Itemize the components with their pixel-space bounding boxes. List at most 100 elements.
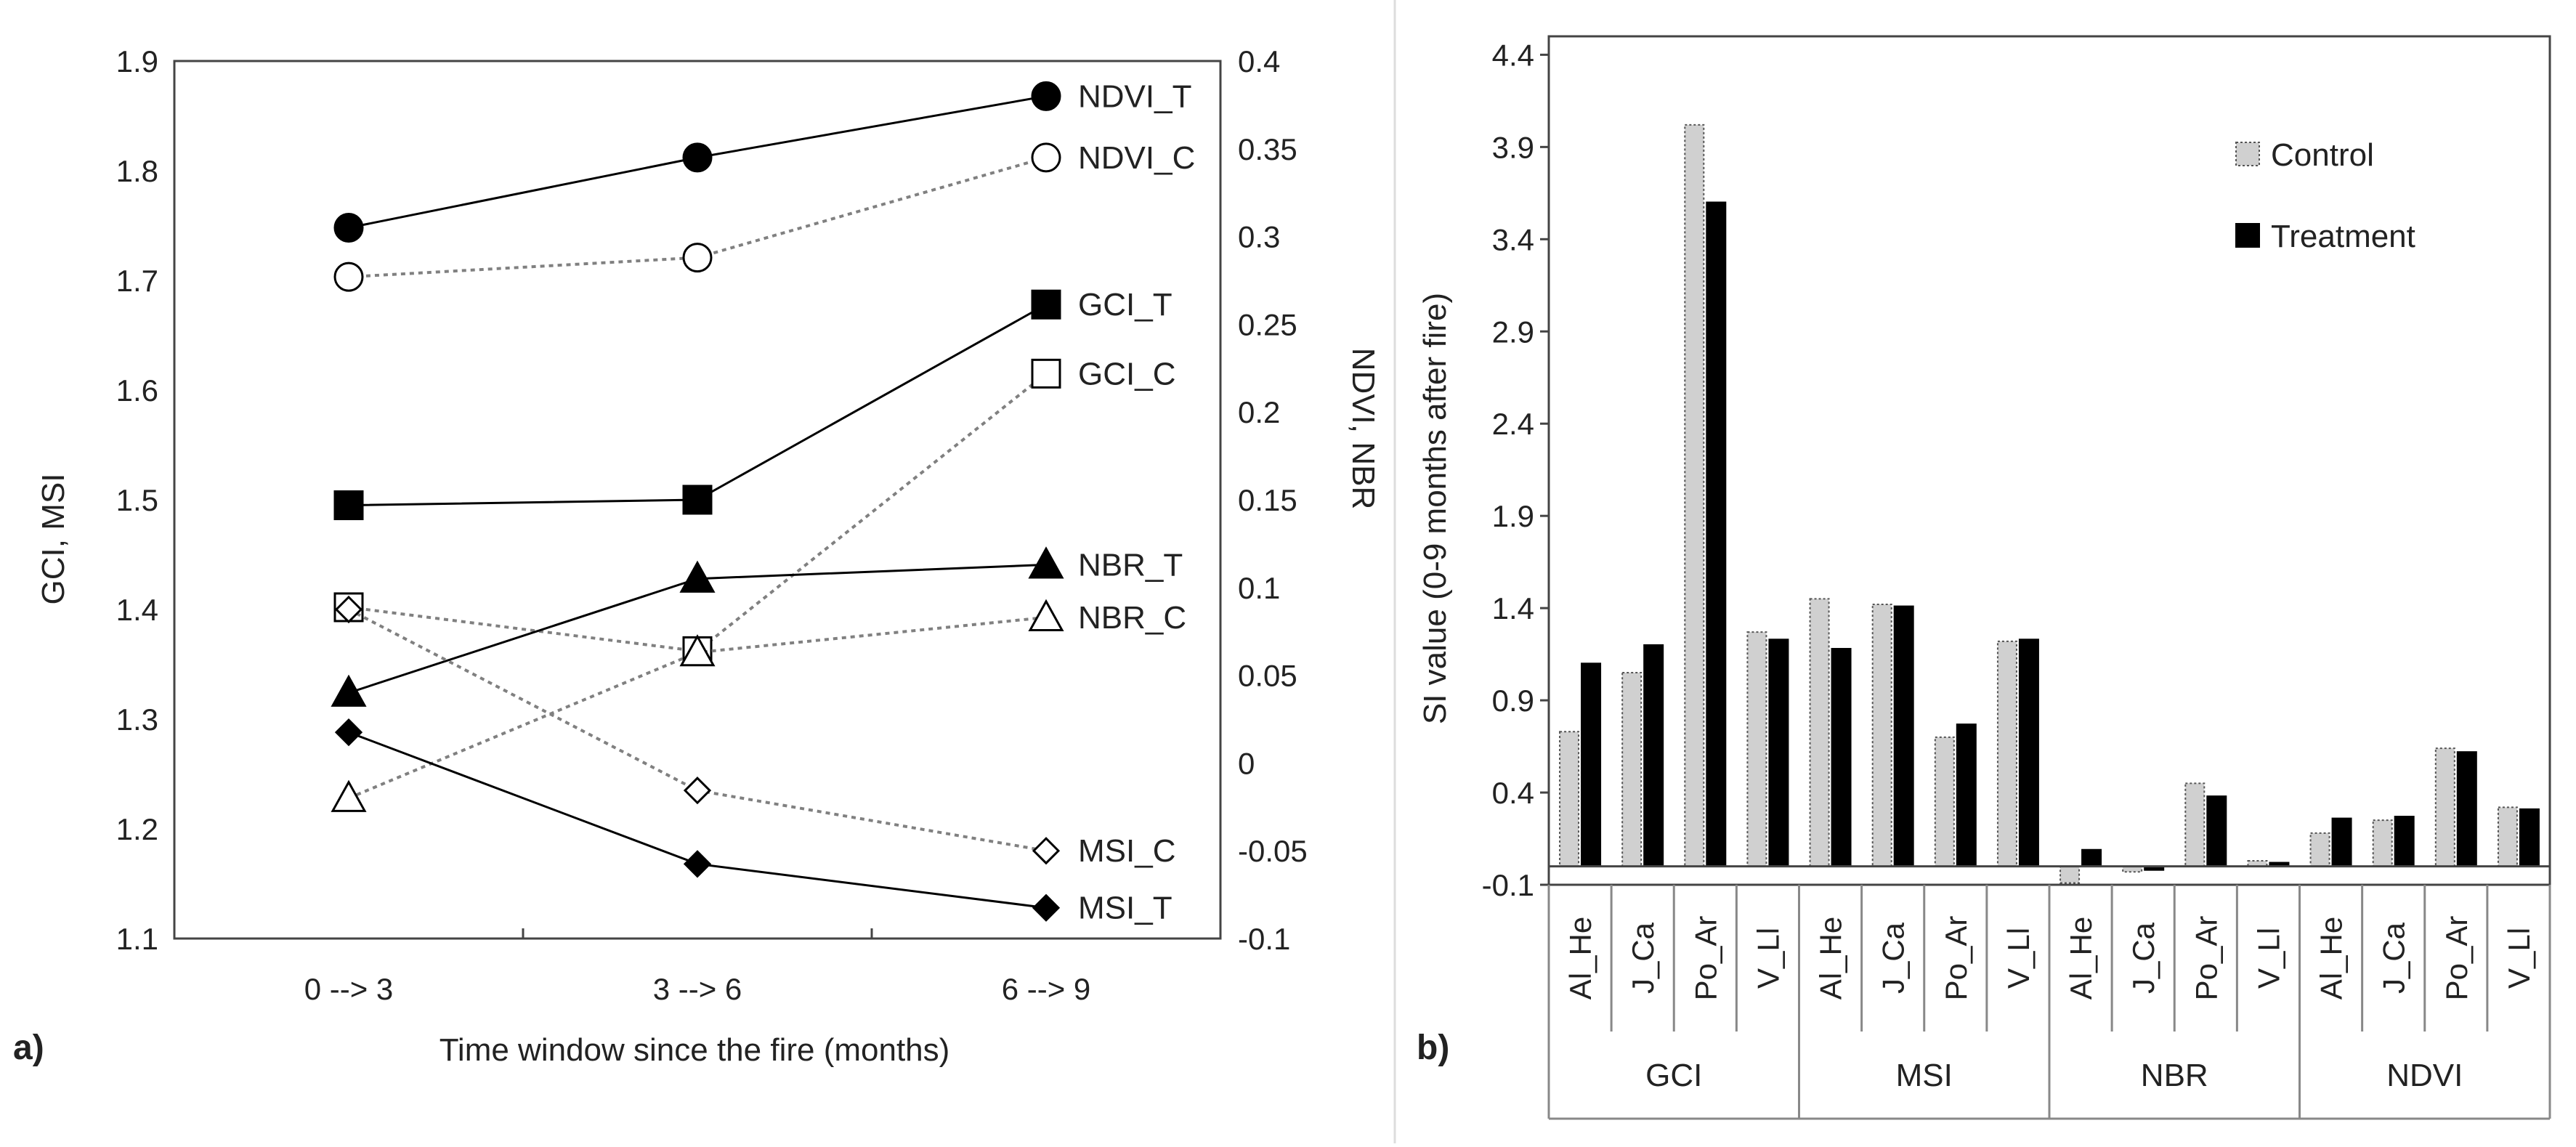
category-label-po-ar: Po_Ar <box>2189 916 2223 1001</box>
data-point-ndvi-t <box>333 213 364 243</box>
series-label-ndvi-t: NDVI_T <box>1078 78 1191 114</box>
bar-treatment <box>2331 817 2352 867</box>
bar-treatment <box>1831 647 1852 867</box>
series-label-nbr-c: NBR_C <box>1078 600 1186 636</box>
legend-item-treatment: Treatment <box>2235 219 2415 254</box>
right-y-tick-label: 0.05 <box>1238 659 1297 693</box>
left-y-tick-label: 1.6 <box>116 373 158 408</box>
category-label-v-ll: V_Ll <box>2251 928 2285 989</box>
right-y-tick-label: -0.05 <box>1238 834 1308 868</box>
data-point-ndvi-c <box>1031 142 1061 173</box>
series-ndvi-t: NDVI_T <box>333 78 1191 243</box>
bar-control <box>1809 598 1830 867</box>
legend-label-treatment: Treatment <box>2271 219 2415 254</box>
series-ndvi-c: NDVI_C <box>333 140 1195 292</box>
left-y-tick-label: 1.5 <box>116 483 158 517</box>
bar-control <box>2059 865 2081 884</box>
data-point-nbr-c <box>1028 599 1064 631</box>
bar-control <box>2434 747 2455 867</box>
data-point-ndvi-c <box>333 262 364 292</box>
y-tick-label: 1.4 <box>1492 591 1534 625</box>
data-point-ndvi-c <box>682 243 713 273</box>
panel-b-label: b) <box>1417 1029 1449 1067</box>
panel-a-right-axis-title: NDVI, NBR <box>1345 348 1381 509</box>
legend-swatch-treatment <box>2235 223 2260 248</box>
right-y-tick-label: 0.15 <box>1238 483 1297 517</box>
category-label-j-ca: J_Ca <box>1876 922 1911 994</box>
right-y-tick-label: 0.4 <box>1238 44 1280 78</box>
category-label-al-he: Al_He <box>1563 917 1597 1000</box>
category-label-j-ca: J_Ca <box>2126 922 2160 994</box>
data-point-gci-t <box>682 485 713 515</box>
group-label-nbr: NBR <box>2141 1058 2208 1093</box>
panel-b-bar-chart: -0.1 0.4 0.9 1.4 1.9 2.4 2.9 3.4 3.9 4.4 Al_He J_Ca… <box>1482 35 2551 1120</box>
category-label-v-ll: V_Ll <box>2001 928 2036 989</box>
bar-treatment <box>2018 639 2039 867</box>
category-label-j-ca: J_Ca <box>1626 922 1660 994</box>
data-point-nbr-t <box>331 674 367 707</box>
x-tick-label: 0 --> 3 <box>304 972 394 1006</box>
category-label-al-he: Al_He <box>2314 917 2349 1000</box>
bar-control <box>1746 631 1767 867</box>
bar-control <box>2372 819 2393 867</box>
right-y-tick-label: 0.1 <box>1238 571 1280 605</box>
left-y-tick-label: 1.9 <box>116 44 158 78</box>
category-label-po-ar: Po_Ar <box>1939 916 1973 1001</box>
bar-treatment <box>1581 662 1602 867</box>
series-line-msi-t <box>348 731 1047 909</box>
series-label-msi-t: MSI_T <box>1078 891 1172 926</box>
data-point-nbr-t <box>1028 546 1064 579</box>
panel-a-x-axis-title: Time window since the fire (months) <box>440 1032 950 1068</box>
data-point-gci-t <box>1031 289 1061 320</box>
right-y-tick-label: 0 <box>1238 746 1255 780</box>
bar-control <box>1684 123 1705 867</box>
y-tick-label: 1.9 <box>1492 499 1534 533</box>
data-point-msi-c <box>1032 837 1061 865</box>
bar-treatment <box>2456 751 2477 867</box>
left-y-tick-label: 1.3 <box>116 702 158 737</box>
left-y-tick-label: 1.8 <box>116 154 158 188</box>
left-y-tick-label: 1.7 <box>116 264 158 298</box>
left-y-tick-label: 1.1 <box>116 922 158 956</box>
data-point-msi-t <box>334 718 363 747</box>
bar-treatment <box>2394 816 2415 867</box>
series-msi-c: MSI_C <box>334 595 1175 869</box>
right-y-tick-label: 0.2 <box>1238 395 1280 429</box>
series-label-msi-c: MSI_C <box>1078 833 1175 869</box>
y-tick-label: 2.4 <box>1492 407 1534 441</box>
left-y-tick-label: 1.2 <box>116 812 158 846</box>
category-label-v-ll: V_Ll <box>1751 928 1785 989</box>
bar-treatment <box>1768 639 1789 867</box>
series-label-ndvi-c: NDVI_C <box>1078 140 1195 176</box>
y-tick-label: 3.4 <box>1492 222 1534 256</box>
category-label-po-ar: Po_Ar <box>1688 916 1722 1001</box>
series-nbr-c: NBR_C <box>331 599 1186 812</box>
panel-a-line-chart: 1.1 1.2 1.3 1.4 1.5 1.6 1.7 1.8 1.9 -0.1 -0.05 0 0.0… <box>116 44 1308 1006</box>
legend-label-control: Control <box>2271 137 2374 173</box>
series-nbr-t: NBR_T <box>331 546 1183 707</box>
legend-item-control: Control <box>2235 137 2374 173</box>
category-label-po-ar: Po_Ar <box>2439 916 2474 1001</box>
bar-treatment <box>1643 644 1664 867</box>
bar-control <box>2497 806 2518 867</box>
data-point-ndvi-t <box>1031 81 1061 111</box>
bar-treatment <box>1706 201 1727 867</box>
series-label-gci-t: GCI_T <box>1078 287 1172 323</box>
data-point-nbr-c <box>331 779 367 812</box>
bar-control <box>1934 736 1955 867</box>
category-label-v-ll: V_Ll <box>2502 928 2536 989</box>
right-y-tick-label: 0.3 <box>1238 220 1280 254</box>
right-y-tick-label: 0.25 <box>1238 307 1297 341</box>
panel-a-left-axis-title: GCI, MSI <box>36 474 71 605</box>
data-point-msi-t <box>683 850 712 878</box>
y-tick-label: -0.1 <box>1482 868 1534 902</box>
bar-control <box>2184 782 2206 867</box>
series-msi-t: MSI_T <box>334 718 1172 926</box>
right-y-tick-label: -0.1 <box>1238 922 1290 956</box>
series-label-gci-c: GCI_C <box>1078 356 1175 392</box>
bar-control <box>2247 859 2268 867</box>
series-label-nbr-t: NBR_T <box>1078 547 1183 583</box>
y-tick-label: 0.4 <box>1492 776 1534 810</box>
panel-b-y-axis-title: SI value (0-9 months after fire) <box>1417 293 1453 724</box>
group-label-gci: GCI <box>1645 1058 1702 1093</box>
